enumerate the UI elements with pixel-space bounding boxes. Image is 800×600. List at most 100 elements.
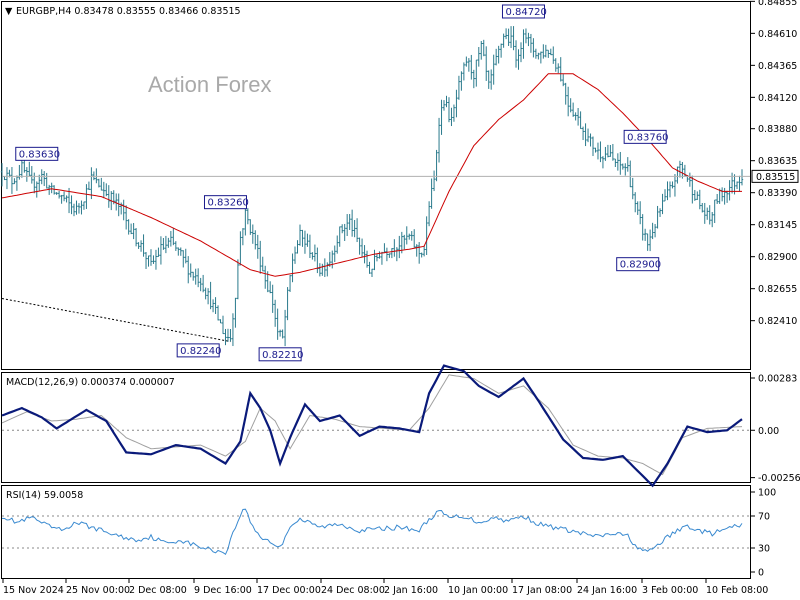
price-bar [591, 136, 595, 157]
price-bar [549, 48, 552, 56]
y-tick-label: 0.84855 [758, 0, 797, 8]
price-bar [147, 255, 150, 267]
price-bar [281, 329, 284, 339]
price-bar [492, 54, 495, 85]
price-bar [671, 181, 674, 189]
price-bar [576, 108, 580, 126]
price-bar [651, 222, 654, 240]
callout-box [623, 129, 667, 144]
price-bar [611, 143, 615, 161]
price-bar [35, 181, 38, 198]
price-bar [678, 160, 682, 178]
price-bar [256, 234, 259, 259]
price-bar [713, 199, 716, 224]
y-tick-label: 0.83145 [758, 220, 797, 231]
price-bar [447, 97, 451, 123]
price-bar [711, 211, 714, 228]
price-bar [216, 305, 220, 321]
price-bar [417, 242, 421, 264]
price-bar [442, 100, 446, 111]
price-bar [668, 181, 672, 198]
price-bar [25, 167, 29, 182]
price-bar [343, 223, 346, 242]
price-bar [313, 244, 317, 262]
y-tick-label: 0.83390 [758, 188, 797, 199]
price-bar [629, 160, 632, 188]
price-bar [735, 181, 739, 190]
price-bar [182, 250, 185, 268]
x-tick-label: 17 Jan 08:00 [512, 585, 572, 596]
price-bar [462, 62, 466, 81]
price-bar [226, 328, 230, 342]
y-tick-label: 0.82655 [758, 284, 797, 295]
price-bar [13, 178, 16, 185]
price-bar [539, 51, 543, 64]
price-bar [189, 263, 192, 278]
dropdown-arrow-icon[interactable]: ▼ [5, 6, 13, 17]
price-bar [283, 309, 287, 347]
price-bar [596, 142, 600, 160]
price-bar [201, 274, 205, 293]
price-bar [132, 223, 135, 240]
price-bar [537, 52, 540, 60]
callout-box [501, 4, 545, 19]
price-bar [641, 214, 644, 241]
price-bar [254, 230, 257, 250]
callout-label: 0.83760 [627, 132, 668, 143]
price-bar [634, 192, 637, 213]
price-callout: 0.83760 [623, 129, 669, 144]
price-callout: 0.82240 [176, 343, 222, 358]
price-bar [72, 203, 76, 217]
price-bar [47, 184, 51, 195]
price-bar [365, 250, 369, 268]
callout-label: 0.82240 [180, 346, 221, 357]
price-bar [676, 166, 679, 184]
price-bar [137, 242, 140, 249]
price-bar [363, 245, 366, 264]
price-bar [698, 189, 701, 210]
price-bar [331, 250, 334, 269]
price-bar [566, 86, 570, 117]
price-bar [345, 214, 349, 237]
price-bar [527, 32, 530, 47]
price-bar [512, 26, 515, 51]
price-bar [43, 171, 46, 187]
price-bar [616, 153, 620, 171]
price-bar [192, 271, 195, 281]
callout-box [258, 347, 302, 362]
price-bar [259, 240, 262, 274]
price-bar [288, 275, 292, 292]
rsi-header: RSI(14) 59.0058 [6, 490, 83, 501]
current-price-box [751, 169, 799, 183]
price-bar [350, 209, 354, 237]
price-bar [544, 44, 548, 58]
price-bar [85, 184, 88, 209]
moving-average-line [1, 73, 742, 277]
price-bar [249, 219, 252, 235]
price-bar [373, 249, 376, 271]
price-bar [298, 224, 302, 246]
price-bar [311, 252, 314, 260]
price-bar [370, 268, 374, 278]
macd-y-tick-label: 0.00283 [758, 373, 797, 384]
callout-label: 0.83630 [19, 149, 60, 160]
watermark: Action Forex [148, 72, 272, 97]
price-bar [390, 248, 394, 259]
price-bar [562, 74, 565, 87]
price-bar [162, 238, 165, 250]
price-bar [522, 29, 525, 59]
price-bar [571, 102, 575, 117]
price-bar [534, 48, 538, 59]
price-bar [738, 175, 741, 192]
price-bar [457, 75, 461, 100]
price-bar [179, 247, 182, 256]
price-bar [236, 259, 240, 300]
price-bar [631, 177, 634, 200]
price-bar [509, 26, 513, 48]
price-bar [581, 126, 585, 141]
price-bar [15, 175, 19, 191]
price-bar [169, 230, 173, 247]
macd-plot [1, 364, 750, 488]
x-tick-label: 25 Nov 00:00 [66, 585, 130, 596]
